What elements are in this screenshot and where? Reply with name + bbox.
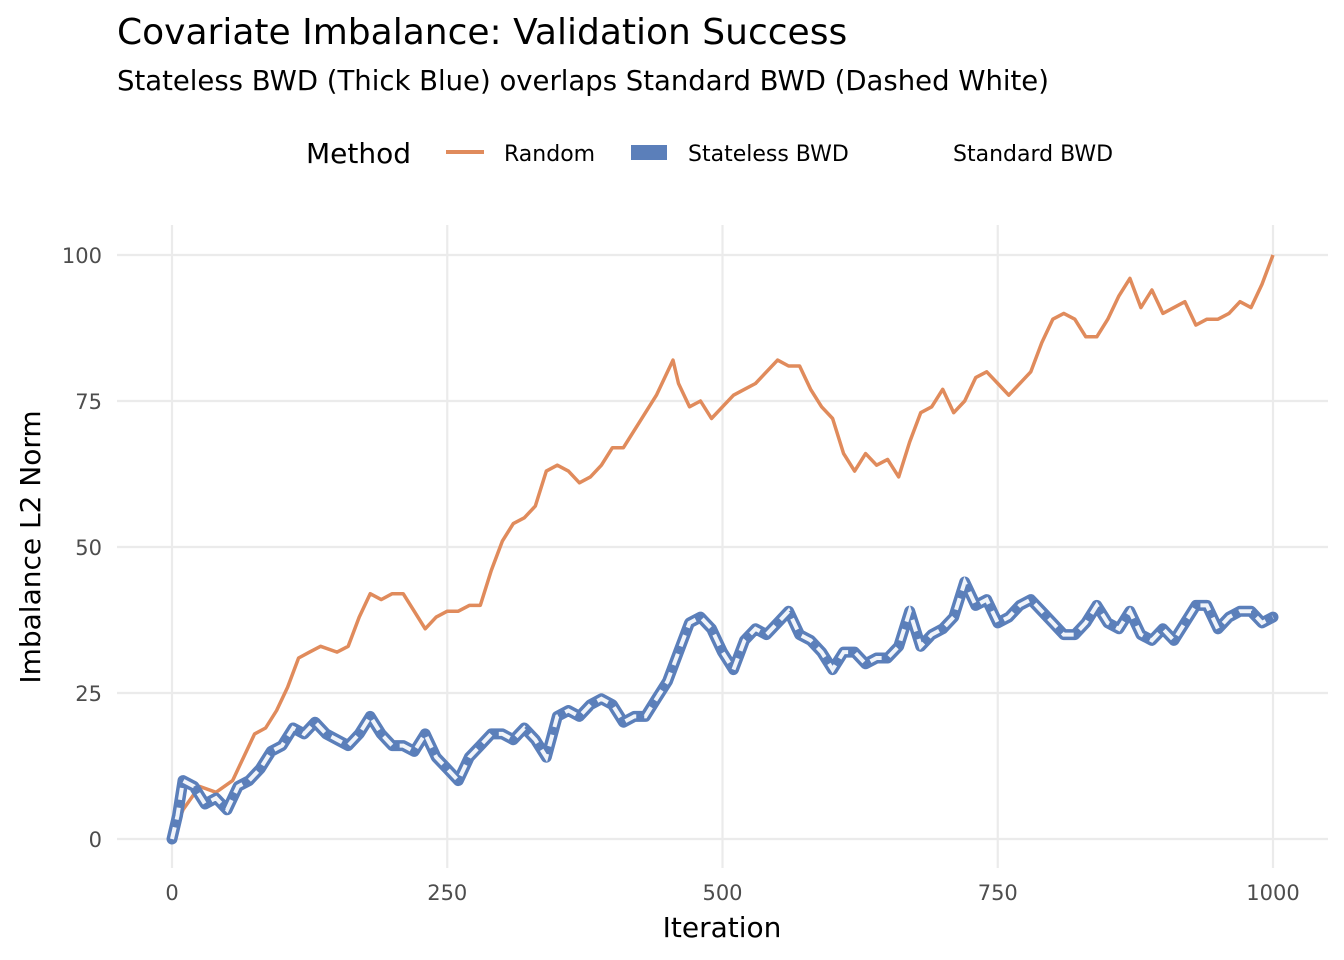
legend-title: Method [306, 137, 411, 170]
legend-label-random: Random [504, 142, 595, 167]
tick-labels: 0 250 500 750 1000 0 25 50 75 100 [62, 244, 1300, 905]
legend-label-standard-bwd: Standard BWD [953, 142, 1113, 167]
series [166, 254, 1279, 845]
grid [117, 225, 1328, 868]
x-tick-label: 750 [978, 881, 1018, 905]
x-axis-label: Iteration [663, 911, 782, 944]
legend-label-stateless-bwd: Stateless BWD [688, 142, 849, 167]
x-tick-label: 0 [165, 881, 178, 905]
y-tick-label: 100 [62, 244, 102, 268]
y-tick-label: 50 [75, 536, 102, 560]
y-tick-label: 0 [89, 828, 102, 852]
legend-key-stateless-bwd [631, 145, 667, 160]
x-tick-label: 500 [702, 881, 742, 905]
chart-subtitle: Stateless BWD (Thick Blue) overlaps Stan… [117, 65, 1049, 97]
x-tick-label: 250 [427, 881, 467, 905]
chart-title: Covariate Imbalance: Validation Success [117, 12, 847, 53]
y-tick-label: 75 [75, 390, 102, 414]
y-tick-label: 25 [75, 682, 102, 706]
series-line-standard-bwd [170, 576, 1274, 840]
series-line-random [170, 254, 1275, 840]
x-tick-label: 1000 [1246, 881, 1299, 905]
y-axis-label: Imbalance L2 Norm [14, 410, 47, 683]
legend: Method Random Stateless BWD Standard BWD [306, 137, 1113, 170]
